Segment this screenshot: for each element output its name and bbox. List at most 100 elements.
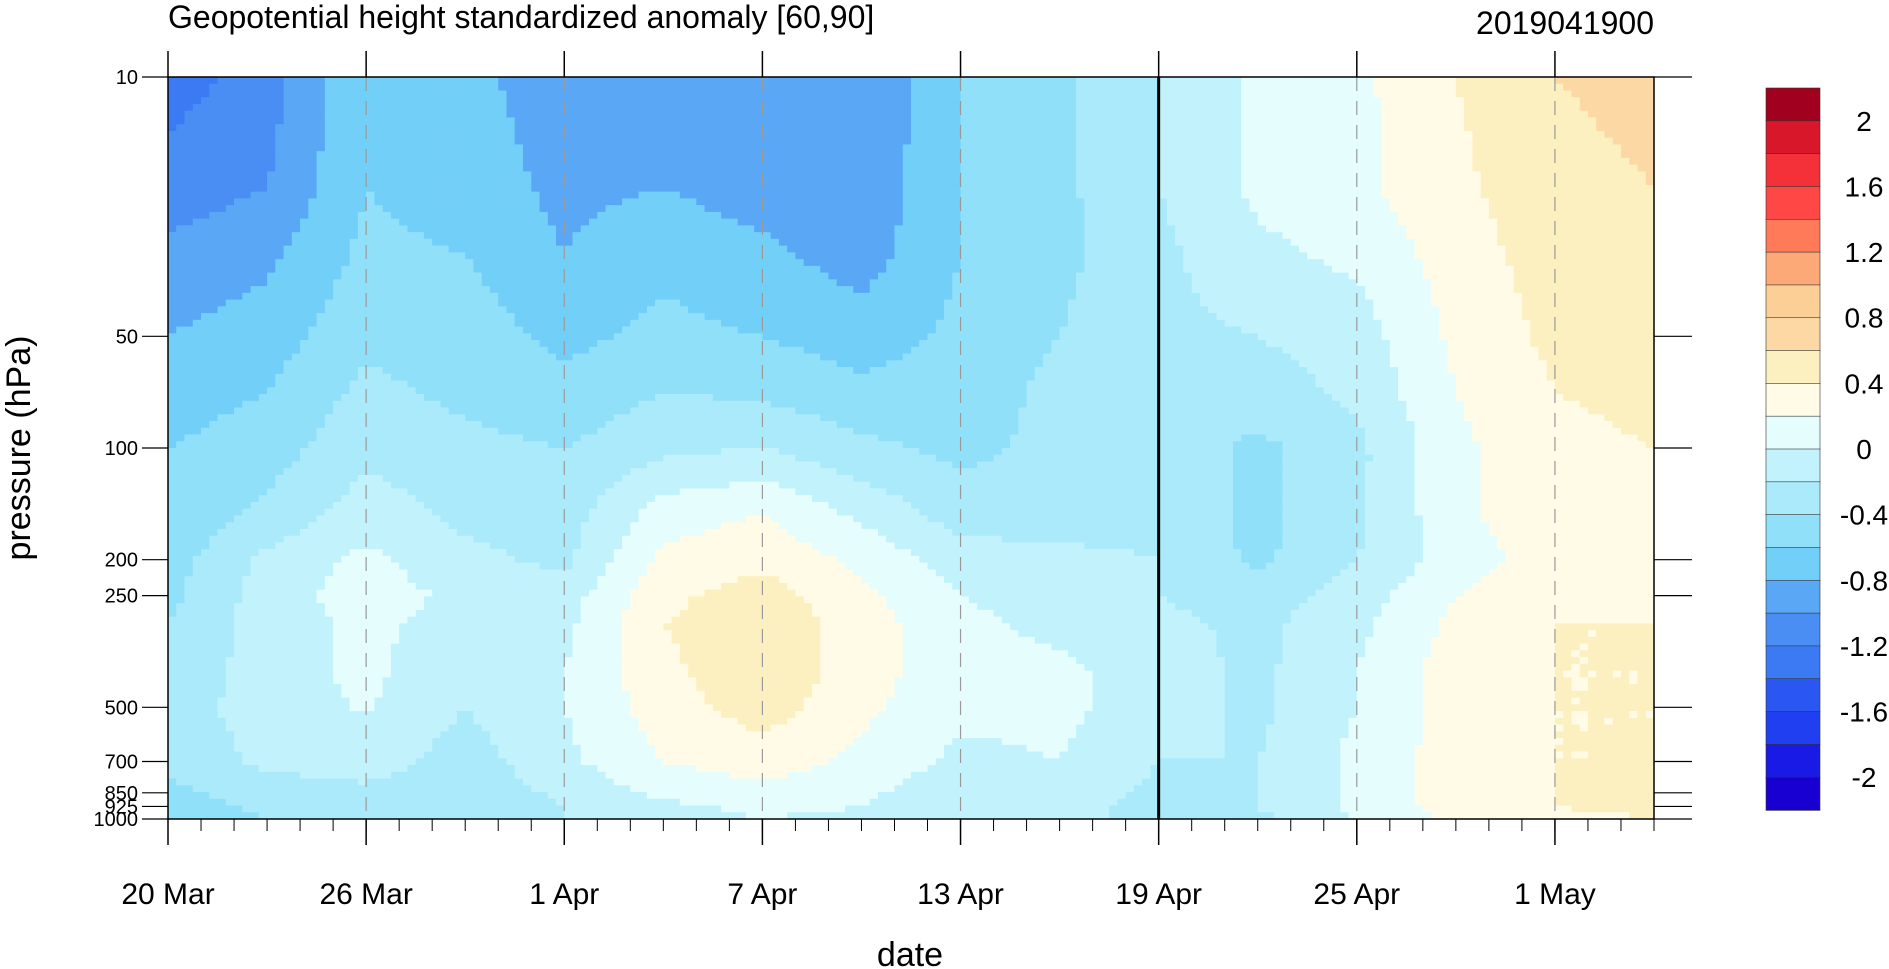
contour-cell <box>1010 184 1019 193</box>
contour-cell <box>201 205 210 213</box>
contour-cell <box>473 259 483 267</box>
contour-cell <box>1348 77 1358 85</box>
contour-cell <box>1249 164 1259 173</box>
contour-cell <box>324 238 334 247</box>
contour-cell <box>489 103 499 112</box>
contour-cell <box>258 198 268 206</box>
contour-cell <box>1579 171 1589 179</box>
contour-cell <box>1076 151 1085 159</box>
contour-cell <box>1076 103 1085 112</box>
contour-cell <box>1645 97 1654 105</box>
contour-cell <box>184 184 194 193</box>
contour-cell <box>589 151 598 159</box>
contour-cell <box>721 97 730 105</box>
contour-cell <box>902 144 912 152</box>
contour-cell <box>399 103 409 112</box>
contour-cell <box>1563 97 1573 105</box>
contour-cell <box>622 225 631 233</box>
contour-cell <box>663 211 673 220</box>
contour-cell <box>1464 103 1473 112</box>
contour-cell <box>1001 97 1011 105</box>
contour-cell <box>1026 198 1036 206</box>
contour-cell <box>1406 225 1416 233</box>
contour-cell <box>1488 232 1498 240</box>
contour-cell <box>1472 225 1482 233</box>
contour-cell <box>1232 238 1242 247</box>
contour-cell <box>836 137 846 146</box>
contour-cell <box>308 164 318 173</box>
contour-cell <box>366 124 375 132</box>
contour-cell <box>1026 178 1036 186</box>
contour-cell <box>1282 83 1292 92</box>
contour-cell <box>234 245 243 253</box>
contour-cell <box>1505 252 1515 260</box>
contour-cell <box>366 178 375 186</box>
contour-cell <box>1010 151 1019 159</box>
contour-cell <box>357 124 367 132</box>
contour-cell <box>407 178 417 186</box>
contour-cell <box>399 130 409 139</box>
contour-cell <box>1191 171 1201 179</box>
contour-cell <box>192 157 202 166</box>
contour-cell <box>1604 151 1614 159</box>
contour-cell <box>1010 110 1019 119</box>
contour-cell <box>811 245 821 253</box>
contour-cell <box>1637 252 1647 260</box>
contour-cell <box>1257 117 1267 125</box>
contour-cell <box>357 191 367 200</box>
contour-cell <box>745 157 755 166</box>
contour-cell <box>1175 77 1185 85</box>
contour-cell <box>721 211 730 220</box>
contour-cell <box>1596 238 1606 247</box>
contour-cell <box>333 238 342 247</box>
contour-cell <box>242 77 252 85</box>
contour-cell <box>911 198 920 206</box>
contour-cell <box>1612 225 1622 233</box>
contour-cell <box>514 211 524 220</box>
contour-cell <box>737 211 747 220</box>
contour-cell <box>1067 225 1077 233</box>
contour-cell <box>770 259 780 267</box>
contour-cell <box>1629 130 1639 139</box>
contour-cell <box>1026 184 1036 193</box>
contour-cell <box>407 97 417 105</box>
contour-cell <box>1604 83 1614 92</box>
contour-cell <box>1158 225 1168 233</box>
contour-cell <box>489 77 499 85</box>
contour-cell <box>877 164 887 173</box>
contour-cell <box>597 198 607 206</box>
contour-cell <box>498 225 508 233</box>
contour-cell <box>960 83 970 92</box>
contour-cell <box>1034 245 1044 253</box>
contour-cell <box>1422 117 1432 125</box>
contour-cell <box>1299 151 1308 159</box>
contour-cell <box>869 97 879 105</box>
contour-cell <box>489 137 499 146</box>
contour-cell <box>192 245 202 253</box>
contour-cell <box>374 124 384 132</box>
contour-cell <box>919 164 929 173</box>
contour-cell <box>1100 218 1110 226</box>
contour-cell <box>729 238 739 247</box>
contour-cell <box>390 157 400 166</box>
contour-cell <box>605 171 615 179</box>
contour-cell <box>481 245 491 253</box>
contour-cell <box>613 97 623 105</box>
contour-cell <box>1472 157 1482 166</box>
contour-cell <box>1043 77 1052 85</box>
contour-cell <box>267 191 276 200</box>
contour-cell <box>1109 225 1118 233</box>
contour-cell <box>944 137 953 146</box>
contour-cell <box>1208 90 1218 98</box>
contour-cell <box>514 205 524 213</box>
contour-cell <box>1406 211 1416 220</box>
contour-cell <box>803 144 813 152</box>
contour-cell <box>217 211 227 220</box>
contour-cell <box>366 225 375 233</box>
contour-cell <box>168 232 177 240</box>
contour-cell <box>1133 184 1143 193</box>
contour-cell <box>1216 137 1226 146</box>
contour-cell <box>861 90 871 98</box>
contour-cell <box>1497 130 1506 139</box>
contour-cell <box>448 211 458 220</box>
